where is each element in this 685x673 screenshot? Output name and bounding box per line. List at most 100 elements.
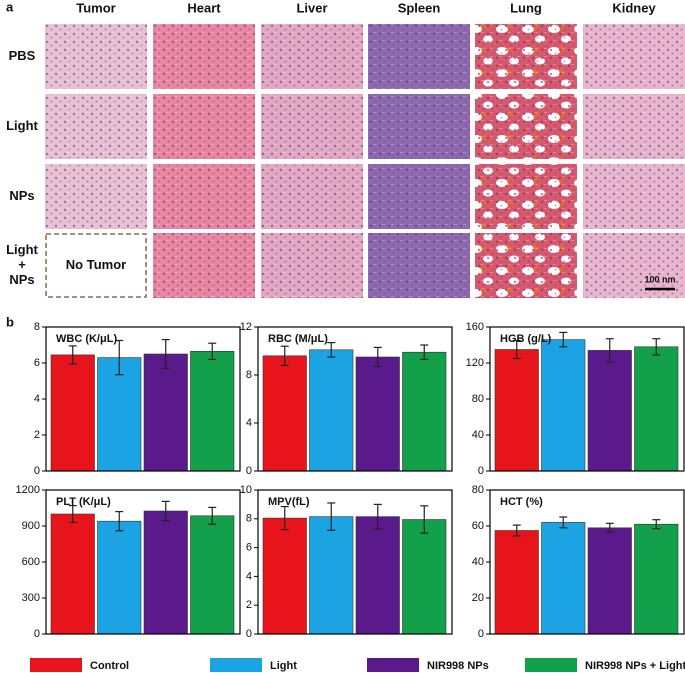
error-bar (373, 346, 382, 368)
bar (587, 350, 632, 472)
panel-label: a (6, 0, 14, 14)
legend-swatch (525, 658, 577, 672)
bar (541, 339, 586, 472)
plot-frame (257, 489, 453, 635)
error-bar (420, 344, 429, 360)
y-tick-label: 160 (466, 321, 484, 333)
y-tick-label: 0 (34, 465, 40, 477)
error-bar (327, 502, 336, 531)
plot-frame (489, 489, 685, 635)
tissue-texture (261, 164, 363, 229)
bar (355, 356, 400, 472)
plot-frame (257, 326, 453, 472)
error-bar (652, 519, 661, 530)
y-tick-label: 1200 (16, 484, 40, 496)
column-header: Tumor (76, 0, 115, 15)
bar (494, 530, 539, 635)
y-tick-label: 40 (472, 429, 484, 441)
row-label: NPs (9, 188, 34, 203)
plot-frame (45, 489, 241, 635)
tissue-texture (153, 164, 255, 229)
error-bar (327, 342, 336, 358)
tissue-texture (153, 233, 255, 298)
y-tick-label: 4 (34, 393, 40, 405)
error-bar (605, 338, 614, 363)
y-tick-label: 6 (246, 542, 252, 554)
y-tick-label: 2 (34, 429, 40, 441)
error-bar (280, 345, 289, 366)
y-tick-label: 8 (246, 369, 252, 381)
bar (143, 510, 188, 635)
y-tick-label: 8 (34, 321, 40, 333)
tissue-texture (368, 233, 470, 298)
chart-title: RBC (M/μL) (268, 333, 328, 345)
bar (309, 349, 354, 472)
bar (355, 516, 400, 635)
y-tick-label: 40 (472, 556, 484, 568)
tissue-texture (583, 94, 685, 159)
y-tick-label: 10 (240, 484, 252, 496)
bar (97, 520, 142, 635)
tissue-texture (475, 233, 577, 298)
legend-label: NIR998 NPs (427, 660, 489, 672)
error-bar (161, 500, 170, 522)
tissue-texture (153, 24, 255, 89)
tissue-texture (368, 94, 470, 159)
column-header: Spleen (398, 0, 441, 15)
legend-swatch (367, 658, 419, 672)
bar (190, 515, 235, 635)
row-label: + (18, 257, 26, 272)
legend-swatch (210, 658, 262, 672)
tissue-texture (45, 24, 147, 89)
y-tick-label: 600 (22, 556, 40, 568)
tissue-texture (475, 94, 577, 159)
error-bar (559, 331, 568, 348)
chart-title: WBC (K/μL) (56, 333, 117, 345)
plot-frame (489, 326, 685, 472)
y-tick-label: 80 (472, 393, 484, 405)
error-bar (559, 516, 568, 529)
y-tick-label: 4 (246, 570, 252, 582)
tissue-texture (368, 164, 470, 229)
bar (50, 513, 95, 635)
y-tick-label: 0 (478, 628, 484, 640)
tissue-texture (583, 24, 685, 89)
error-bar (161, 339, 170, 369)
legend-label: Light (270, 660, 297, 672)
bar (402, 351, 447, 472)
error-bar (68, 345, 77, 365)
bar (262, 355, 307, 472)
tissue-texture (261, 233, 363, 298)
scale-bar-label: 100 nm (644, 274, 675, 284)
error-bar (420, 505, 429, 534)
chart-title: PLT (K/μL) (56, 496, 111, 508)
chart-title: HCT (%) (500, 496, 543, 508)
error-bar (208, 342, 217, 360)
y-tick-label: 0 (246, 628, 252, 640)
error-bar (512, 524, 521, 537)
y-tick-label: 80 (472, 484, 484, 496)
y-tick-label: 900 (22, 520, 40, 532)
tissue-texture (45, 164, 147, 229)
legend-swatch (30, 658, 82, 672)
column-header: Lung (510, 0, 542, 15)
tissue-texture (261, 94, 363, 159)
row-label: NPs (9, 272, 34, 287)
plot-frame (45, 326, 241, 472)
y-tick-label: 12 (240, 321, 252, 333)
tissue-texture (475, 164, 577, 229)
y-tick-label: 60 (472, 520, 484, 532)
error-bar (605, 522, 614, 533)
panel-label: b (6, 314, 14, 329)
tissue-texture (153, 94, 255, 159)
tissue-texture (261, 24, 363, 89)
y-tick-label: 300 (22, 592, 40, 604)
column-header: Kidney (612, 0, 656, 15)
bar (634, 523, 679, 635)
bar (143, 353, 188, 472)
chart-title: HGB (g/L) (500, 333, 552, 345)
error-bar (115, 339, 124, 376)
bar (634, 346, 679, 472)
error-bar (68, 505, 77, 524)
